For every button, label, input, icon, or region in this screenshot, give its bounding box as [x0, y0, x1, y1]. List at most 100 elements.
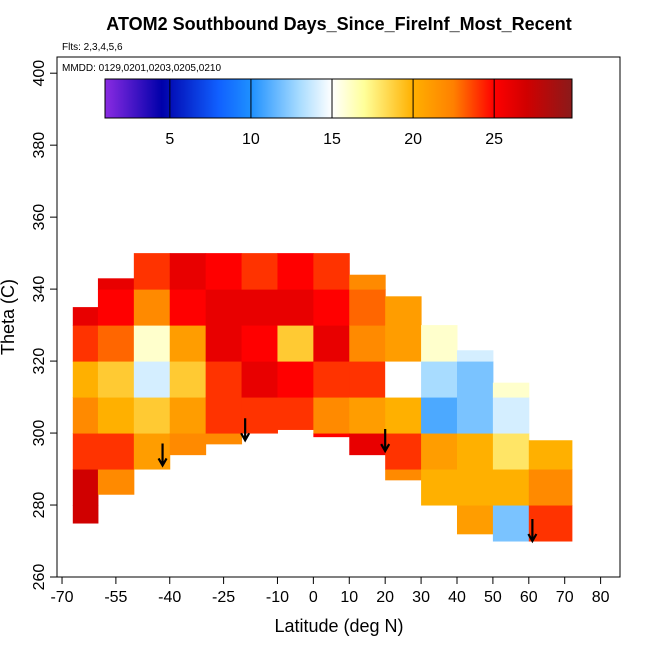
- heatmap-cell: [421, 469, 458, 506]
- heatmap-cell: [205, 397, 243, 434]
- x-tick-label: -70: [50, 589, 73, 606]
- x-tick-label: 40: [448, 589, 466, 606]
- heatmap-cell: [492, 382, 530, 398]
- heatmap-cell: [349, 433, 386, 456]
- heatmap-cell: [456, 397, 494, 434]
- heatmap-cell: [492, 433, 530, 470]
- heatmap-cell: [385, 361, 422, 398]
- x-tick-label: 0: [309, 589, 318, 606]
- annotation: MMDD: 0129,0201,0203,0205,0210: [62, 63, 221, 74]
- heatmap-cell: [456, 361, 494, 398]
- x-tick-label: 20: [376, 589, 394, 606]
- heatmap-cell: [313, 289, 350, 326]
- subtitle: Flts: 2,3,4,5,6: [62, 42, 123, 53]
- colorbar-tick-label: 25: [485, 131, 503, 148]
- y-tick-label: 280: [31, 492, 48, 519]
- heatmap-cell: [241, 289, 278, 326]
- y-axis-label: Theta (C): [0, 279, 18, 355]
- heatmap-cell: [205, 325, 243, 362]
- x-tick-label: 80: [592, 589, 610, 606]
- heatmap-cell: [456, 350, 494, 362]
- arrow: [380, 429, 391, 454]
- heatmap-cell: [97, 433, 135, 470]
- x-tick-label: 10: [340, 589, 358, 606]
- heatmap-cell: [72, 325, 99, 362]
- heatmap-cell: [72, 505, 99, 524]
- x-tick-label: 50: [484, 589, 502, 606]
- heatmap-cell: [169, 361, 207, 398]
- heatmap-cell: [385, 325, 422, 362]
- colorbar-tick-label: 5: [165, 131, 174, 148]
- heatmap-cell: [133, 361, 171, 398]
- y-tick-label: 260: [31, 564, 48, 591]
- arrow: [157, 443, 168, 468]
- x-tick-label: 70: [556, 589, 574, 606]
- heatmap-cell: [241, 397, 278, 434]
- heatmap-cell: [133, 325, 171, 362]
- heatmap-cell: [97, 397, 135, 434]
- heatmap-cell: [421, 325, 458, 362]
- heatmap-cell: [205, 433, 243, 445]
- heatmap-cell: [313, 433, 350, 438]
- heatmap-cell: [133, 433, 171, 470]
- y-tick-label: 300: [31, 420, 48, 447]
- heatmap-cell: [72, 361, 99, 398]
- heatmap-cell: [205, 289, 243, 326]
- heatmap-cell: [277, 253, 314, 290]
- heatmap-cell: [492, 505, 530, 542]
- heatmap-cell: [492, 397, 530, 434]
- heatmap-cell: [456, 505, 494, 535]
- heatmap-cell: [349, 397, 386, 434]
- heatmap-cell: [133, 397, 171, 434]
- heatmap-cell: [313, 325, 350, 362]
- arrow: [527, 519, 538, 544]
- heatmap-cell: [241, 325, 278, 362]
- heatmap-cell: [385, 296, 422, 326]
- x-tick-label: 30: [412, 589, 430, 606]
- colorbar-tick-label: 20: [404, 131, 422, 148]
- heatmap-cell: [205, 253, 243, 290]
- heatmap-cell: [72, 469, 99, 506]
- heatmap-cell: [385, 433, 422, 470]
- heatmap-cell: [385, 469, 422, 481]
- x-tick-label: -55: [104, 589, 127, 606]
- heatmap-cell: [277, 289, 314, 326]
- x-tick-label: -40: [158, 589, 181, 606]
- x-tick-label: -10: [266, 589, 289, 606]
- heatmap-cell: [72, 433, 99, 470]
- heatmap-cell: [277, 325, 314, 362]
- colorbar: [104, 78, 573, 119]
- heatmap-cell: [313, 253, 350, 290]
- heatmap-cell: [313, 361, 350, 398]
- x-tick-label: -25: [212, 589, 235, 606]
- heatmap-cell: [72, 397, 99, 434]
- heatmap-cell: [241, 361, 278, 398]
- heatmap-cell: [421, 397, 458, 434]
- heatmap-cell: [241, 253, 278, 290]
- y-tick-label: 360: [31, 204, 48, 231]
- x-axis-label: Latitude (deg N): [274, 616, 403, 636]
- heatmap-cell: [313, 397, 350, 434]
- heatmap-cell: [169, 397, 207, 434]
- heatmap-cell: [277, 397, 314, 430]
- heatmap-cell: [97, 325, 135, 362]
- heatmap-cell: [169, 253, 207, 290]
- heatmap-cell: [528, 440, 573, 470]
- arrow: [240, 418, 251, 443]
- heatmap-cell: [97, 289, 135, 326]
- heatmap-cell: [528, 469, 573, 506]
- y-tick-label: 340: [31, 276, 48, 303]
- heatmap-cell: [169, 433, 207, 456]
- x-tick-label: 60: [520, 589, 538, 606]
- heatmap-cell: [205, 361, 243, 398]
- heatmap-cell: [349, 325, 386, 362]
- heatmap-cell: [349, 274, 386, 290]
- heatmap-cell: [349, 289, 386, 326]
- plot-frame: [56, 56, 621, 578]
- heatmap-cell: [492, 469, 530, 506]
- heatmap-cell: [421, 361, 458, 398]
- plot-area: [72, 253, 573, 542]
- chart-title: ATOM2 Southbound Days_Since_FireInf_Most…: [106, 14, 571, 34]
- heatmap-cell: [169, 325, 207, 362]
